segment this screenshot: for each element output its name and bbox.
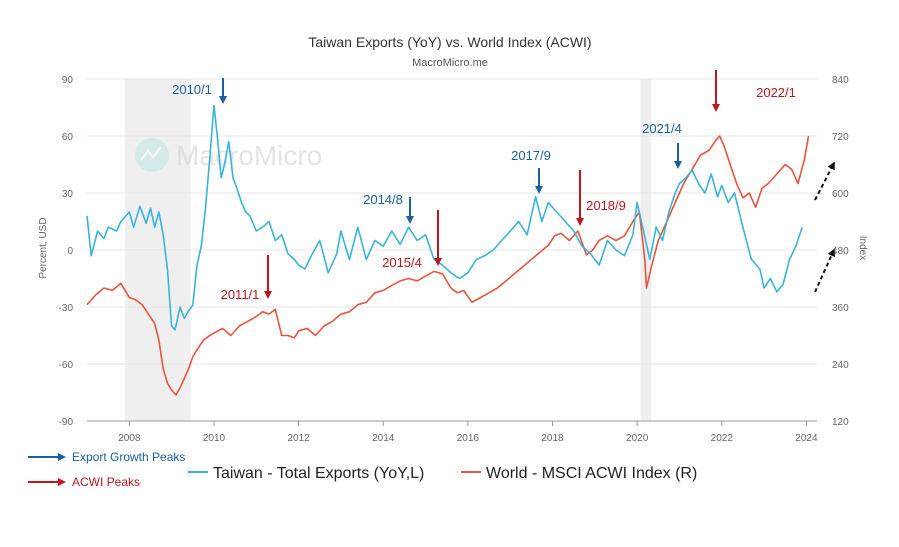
y-tick-left-3: 0 xyxy=(67,246,73,257)
annotation-label-7: 2022/1 xyxy=(756,85,796,100)
x-tick-3: 2014 xyxy=(372,433,395,444)
series-layer xyxy=(86,104,810,396)
y-tick-left-6: -90 xyxy=(59,417,74,428)
annotation-label-0: 2010/1 xyxy=(172,82,212,97)
watermark-logo-chart-icon xyxy=(140,146,162,161)
x-tick-7: 2022 xyxy=(711,433,734,444)
x-tick-4: 2016 xyxy=(457,433,480,444)
axes-layer: 90 60 30 0 -30 -60 -90 840 720 600 480 360 240 120 200… xyxy=(59,75,850,444)
annotation-label-1: 2011/1 xyxy=(221,287,260,302)
export-peak-legend-label: Export Growth Peaks xyxy=(72,450,185,464)
annotation-label-5: 2018/9 xyxy=(586,198,626,213)
legend: Taiwan - Total Exports (YoY,L) World - M… xyxy=(188,465,697,482)
legend-label-exports: Taiwan - Total Exports (YoY,L) xyxy=(213,465,424,482)
x-tick-5: 2018 xyxy=(541,433,564,444)
chart-subtitle: MacroMicro.me xyxy=(412,57,488,69)
y-tick-right-5: 240 xyxy=(832,360,849,371)
x-tick-6: 2020 xyxy=(626,433,649,444)
y-tick-right-4: 360 xyxy=(832,303,849,314)
y-tick-right-2: 600 xyxy=(832,189,849,200)
acwi-peak-legend-label: ACWI Peaks xyxy=(72,475,140,489)
annotation-label-2: 2014/8 xyxy=(363,192,403,207)
y-tick-left-1: 60 xyxy=(62,132,74,143)
y-axis-left-label: Percent, USD xyxy=(38,217,49,278)
y-tick-left-0: 90 xyxy=(62,75,74,86)
x-tick-1: 2010 xyxy=(203,433,226,444)
x-tick-8: 2024 xyxy=(795,433,818,444)
annotations-layer: 2010/1 2011/1 2014/8 2015/4 2017/9 2018/9 2021… xyxy=(172,70,796,302)
gridlines xyxy=(87,78,817,422)
y-axis-right-label: Index xyxy=(857,236,868,260)
y-tick-left-5: -60 xyxy=(59,360,74,371)
annotation-label-3: 2015/4 xyxy=(382,255,422,270)
y-tick-left-4: -30 xyxy=(59,303,74,314)
legend-label-acwi: World - MSCI ACWI Index (R) xyxy=(486,465,697,482)
watermark: MacroMicro xyxy=(135,138,322,172)
y-tick-left-2: 30 xyxy=(62,189,74,200)
y-tick-right-0: 840 xyxy=(832,75,849,86)
y-tick-right-3: 480 xyxy=(832,246,849,257)
series-line-exports xyxy=(86,104,803,331)
watermark-text: MacroMicro xyxy=(176,140,322,171)
trend-arrow-lower xyxy=(814,248,836,293)
chart-title: Taiwan Exports (YoY) vs. World Index (AC… xyxy=(308,34,591,50)
annotation-label-4: 2017/9 xyxy=(511,148,551,163)
x-tick-0: 2008 xyxy=(118,433,141,444)
annotation-label-6: 2021/4 xyxy=(642,121,682,136)
y-tick-right-1: 720 xyxy=(832,132,849,143)
x-tick-2: 2012 xyxy=(287,433,310,444)
y-tick-right-6: 120 xyxy=(832,417,849,428)
trend-arrow-upper xyxy=(814,161,835,201)
series-line-acwi xyxy=(86,135,810,396)
annotation-legend: Export Growth Peaks ACWI Peaks xyxy=(28,450,185,489)
